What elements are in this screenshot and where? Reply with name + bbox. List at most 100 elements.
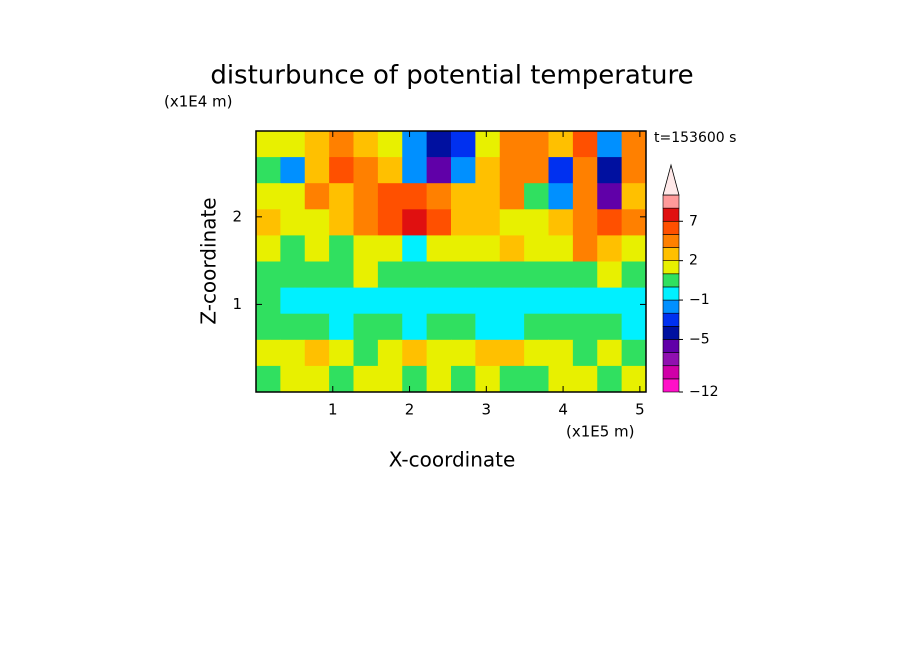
field-cell xyxy=(499,131,525,158)
field-cell xyxy=(548,313,574,341)
colorbar-tick-label: 7 xyxy=(689,213,698,229)
field-cell xyxy=(597,313,623,341)
field-cell xyxy=(377,339,403,367)
field-cell xyxy=(280,313,306,341)
field-cell xyxy=(524,235,549,262)
field-cell xyxy=(572,261,598,289)
field-cell xyxy=(426,209,452,236)
field-cell xyxy=(426,313,452,341)
field-cell xyxy=(524,261,549,289)
field-cell xyxy=(402,365,428,393)
field-cell xyxy=(329,157,354,184)
field-cell xyxy=(329,235,354,262)
field-cell xyxy=(524,365,549,393)
colorbar-extension xyxy=(662,163,680,196)
field-cell xyxy=(572,235,598,262)
colorbar-segment xyxy=(662,207,680,222)
field-cell xyxy=(621,313,647,341)
colorbar-segment xyxy=(662,326,680,340)
field-cell xyxy=(597,131,623,158)
colorbar-segment xyxy=(662,194,680,209)
field-cell xyxy=(499,313,525,341)
field-cell xyxy=(548,261,574,289)
field-cell xyxy=(329,313,354,341)
field-cell xyxy=(353,209,379,236)
field-cell xyxy=(621,157,647,184)
field-cell xyxy=(256,287,281,315)
field-cell xyxy=(304,261,330,289)
colorbar-segment xyxy=(662,234,680,248)
field-cell xyxy=(572,183,598,210)
field-cell xyxy=(475,209,501,236)
field-cell xyxy=(597,261,623,289)
field-cell xyxy=(524,209,549,236)
field-cell xyxy=(353,339,379,367)
field-cell xyxy=(621,209,647,236)
field-cell xyxy=(377,313,403,341)
field-cell xyxy=(280,287,306,315)
field-cell xyxy=(377,131,403,158)
field-cell xyxy=(377,209,403,236)
field-cell xyxy=(353,261,379,289)
field xyxy=(256,131,647,393)
colorbar-segment xyxy=(662,247,680,261)
field-cell xyxy=(402,131,428,158)
field-cell xyxy=(353,157,379,184)
x-tick-label: 5 xyxy=(635,401,645,419)
field-cell xyxy=(426,287,452,315)
field-cell xyxy=(621,261,647,289)
field-cell xyxy=(475,235,501,262)
field-cell xyxy=(280,339,306,367)
field-cell xyxy=(499,235,525,262)
field-cell xyxy=(426,339,452,367)
field-cell xyxy=(524,157,549,184)
field-cell xyxy=(499,183,525,210)
field-cell xyxy=(499,261,525,289)
field-cell xyxy=(597,183,623,210)
chart-title: disturbunce of potential temperature xyxy=(210,61,693,91)
field-cell xyxy=(548,209,574,236)
field-cell xyxy=(524,287,549,315)
field-cell xyxy=(426,365,452,393)
field-cell xyxy=(402,313,428,341)
field-cell xyxy=(572,157,598,184)
field-cell xyxy=(377,261,403,289)
field-cell xyxy=(451,157,476,184)
field-cell xyxy=(280,157,306,184)
field-cell xyxy=(256,183,281,210)
field-cell xyxy=(524,339,549,367)
field-cell xyxy=(353,287,379,315)
field-cell xyxy=(572,131,598,158)
field-cell xyxy=(451,131,476,158)
field-cell xyxy=(572,313,598,341)
x-axis-title: X-coordinate xyxy=(389,448,516,472)
field-cell xyxy=(475,261,501,289)
field-cell xyxy=(402,287,428,315)
field-cell xyxy=(451,339,476,367)
field-cell xyxy=(499,339,525,367)
field-cell xyxy=(280,235,306,262)
field-cell xyxy=(572,209,598,236)
field-cell xyxy=(597,339,623,367)
field-cell xyxy=(524,131,549,158)
field-cell xyxy=(256,235,281,262)
colorbar-segment xyxy=(662,378,680,393)
colorbar-segment xyxy=(662,365,680,380)
y-unit-label: (x1E4 m) xyxy=(164,93,233,111)
colorbar-segment xyxy=(662,339,680,353)
field-cell xyxy=(256,261,281,289)
field-cell xyxy=(304,235,330,262)
field-cell xyxy=(256,131,281,158)
field-cell xyxy=(548,157,574,184)
field-cell xyxy=(475,313,501,341)
plot-frame xyxy=(255,130,647,393)
field-cell xyxy=(572,365,598,393)
field-cell xyxy=(451,235,476,262)
field-cell xyxy=(499,157,525,184)
field-cell xyxy=(451,313,476,341)
field-cell xyxy=(451,209,476,236)
field-cell xyxy=(475,365,501,393)
field-cell xyxy=(377,365,403,393)
field-cell xyxy=(353,235,379,262)
